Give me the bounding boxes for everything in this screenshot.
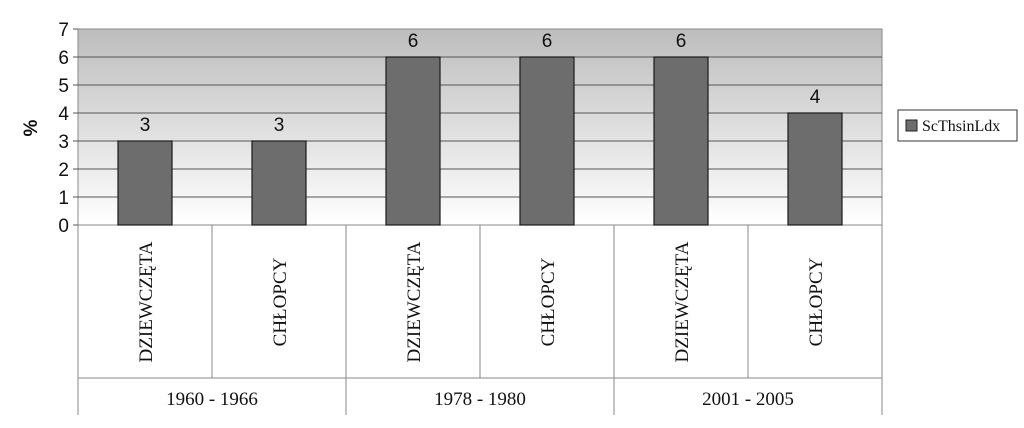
bar [117, 140, 173, 226]
category-label: DZIEWCZĘTA [136, 241, 157, 362]
group-label: 1960 - 1966 [166, 389, 258, 410]
group-label: 2001 - 2005 [702, 389, 794, 410]
y-tick-label: 2 [58, 160, 69, 181]
bar [653, 56, 709, 226]
data-label: 3 [140, 115, 151, 136]
y-tick-label: 5 [58, 76, 69, 97]
y-tick-label: 6 [58, 48, 69, 69]
data-label: 6 [408, 31, 419, 52]
data-label: 6 [676, 31, 687, 52]
legend: ScThsinLdx [897, 109, 1018, 142]
bar [251, 140, 307, 226]
legend-swatch [905, 119, 918, 132]
category-label: DZIEWCZĘTA [672, 241, 693, 362]
plot-area [77, 28, 883, 226]
data-label: 4 [810, 87, 821, 108]
category-label: CHŁOPCY [538, 257, 559, 346]
bar [519, 56, 575, 226]
bar [787, 112, 843, 226]
category-label: CHŁOPCY [806, 257, 827, 346]
category-label: DZIEWCZĘTA [404, 241, 425, 362]
y-tick-label: 7 [58, 20, 69, 41]
y-tick-label: 0 [58, 216, 69, 237]
group-label: 1978 - 1980 [434, 389, 526, 410]
data-label: 3 [274, 115, 285, 136]
y-axis-label: % [21, 119, 42, 136]
category-label: CHŁOPCY [270, 257, 291, 346]
y-tick-label: 1 [58, 188, 69, 209]
data-label: 6 [542, 31, 553, 52]
legend-box [897, 109, 1018, 142]
legend-label: ScThsinLdx [922, 118, 1000, 135]
y-tick-label: 3 [58, 132, 69, 153]
y-tick-label: 4 [58, 104, 69, 125]
bar [385, 56, 441, 226]
